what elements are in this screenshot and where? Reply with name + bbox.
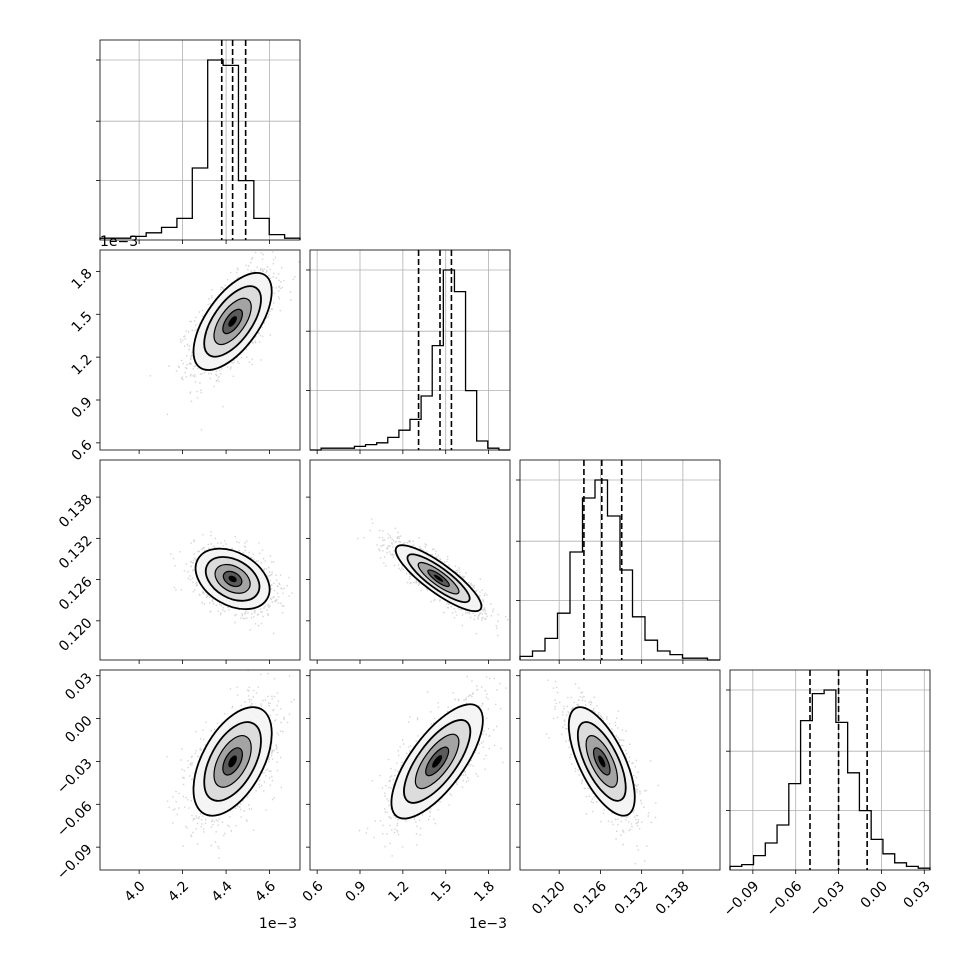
x-tick-label: 1.5 — [428, 878, 455, 905]
density-peak — [432, 755, 443, 768]
x-tick-label: 0.120 — [529, 878, 569, 918]
histogram-step — [310, 269, 510, 451]
x-offset-label-2: 1e−3 — [469, 916, 507, 932]
x-tick-label: 0.03 — [901, 878, 934, 911]
scatter-content — [545, 679, 659, 865]
y-tick-label: 0.00 — [62, 713, 95, 746]
histogram-panel-3 — [516, 459, 721, 661]
y-tick-label: −0.06 — [54, 799, 96, 841]
density-peak — [433, 574, 444, 582]
scatter-content — [166, 670, 295, 859]
y-tick-label: 0.132 — [56, 533, 96, 573]
x-tick-label: 4.6 — [252, 878, 279, 905]
y-tick-label: 1.5 — [69, 309, 96, 336]
x-tick-label: 0.00 — [858, 878, 891, 911]
axes-frame — [99, 669, 301, 871]
density-peak — [228, 575, 237, 583]
y-tick-label: 0.126 — [56, 574, 96, 614]
axes-frame — [99, 39, 301, 241]
scatter-panel-4-1 — [99, 669, 301, 871]
x-tick-label: −0.09 — [721, 878, 763, 920]
scatter-content — [358, 675, 507, 857]
histogram-step — [99, 59, 301, 240]
x-tick-label: 0.6 — [300, 878, 327, 905]
scatter-content — [149, 251, 300, 431]
x-tick-label: 0.138 — [653, 878, 693, 918]
x-tick-label: 1.2 — [385, 878, 412, 905]
y-offset-label-2: 1e−3 — [100, 234, 138, 250]
y-tick-label: 0.6 — [69, 437, 96, 464]
x-tick-label: 0.126 — [570, 878, 610, 918]
scatter-panel-2-1 — [99, 249, 301, 451]
histogram-step — [519, 479, 720, 661]
x-offset-label-1: 1e−3 — [259, 916, 297, 932]
axes-frame — [309, 249, 511, 451]
axes-frame — [99, 249, 301, 451]
scatter-panel-3-2 — [309, 459, 511, 661]
axes-frame — [729, 669, 931, 871]
scatter-content — [357, 518, 509, 637]
scatter-panel-4-3 — [519, 669, 721, 871]
x-tick-label: 4.2 — [165, 878, 192, 905]
histogram-panel-1 — [96, 39, 301, 241]
density-peak — [598, 755, 606, 768]
axes-frame — [519, 459, 721, 661]
x-tick-label: 0.132 — [612, 878, 652, 918]
x-tick-label: 1.8 — [471, 878, 498, 905]
y-tick-label: 0.9 — [69, 394, 96, 421]
y-tick-label: 0.03 — [62, 670, 95, 703]
histogram-panel-4 — [726, 669, 931, 871]
x-tick-label: −0.06 — [764, 878, 806, 920]
axes-frame — [309, 459, 511, 661]
y-tick-label: −0.03 — [54, 756, 96, 798]
axes-frame — [99, 459, 301, 661]
x-tick-label: 4.0 — [122, 878, 149, 905]
x-tick-label: −0.03 — [807, 878, 849, 920]
density-peak — [228, 755, 237, 768]
x-tick-label: 4.4 — [209, 878, 236, 905]
y-tick-label: 0.120 — [56, 615, 96, 655]
axes-frame — [309, 669, 511, 871]
y-tick-label: 0.138 — [56, 491, 96, 531]
scatter-panel-3-1 — [99, 459, 301, 661]
scatter-content — [170, 531, 293, 634]
scatter-panel-4-2 — [309, 669, 511, 871]
y-tick-label: 1.2 — [69, 351, 96, 378]
histogram-step — [729, 689, 931, 870]
histogram-panel-2 — [306, 249, 511, 451]
x-tick-label: 0.9 — [343, 878, 370, 905]
y-tick-label: −0.09 — [54, 841, 96, 883]
density-peak — [228, 316, 237, 327]
axes-frame — [519, 669, 721, 871]
y-tick-label: 1.8 — [69, 266, 96, 293]
